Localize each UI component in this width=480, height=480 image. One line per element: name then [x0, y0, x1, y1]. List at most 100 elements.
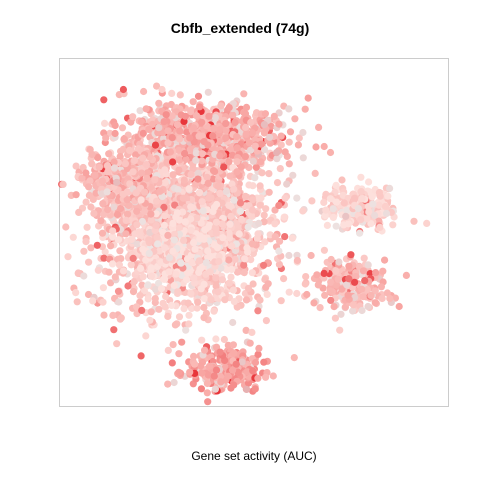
- data-point: [109, 227, 117, 235]
- data-point: [160, 203, 168, 211]
- data-point: [304, 94, 312, 102]
- data-point: [85, 258, 93, 266]
- data-point: [290, 354, 298, 362]
- data-point: [207, 296, 215, 304]
- data-point: [177, 259, 185, 267]
- data-point: [410, 217, 418, 225]
- data-point: [139, 129, 147, 137]
- data-point: [107, 242, 115, 250]
- data-point: [285, 138, 293, 146]
- data-point: [142, 161, 150, 169]
- data-point: [280, 275, 288, 283]
- data-point: [169, 247, 177, 255]
- data-point: [322, 206, 330, 214]
- data-point: [163, 158, 171, 166]
- data-point: [161, 212, 169, 220]
- data-point: [379, 267, 387, 275]
- data-point: [83, 223, 91, 231]
- data-point: [214, 182, 222, 190]
- data-point: [124, 282, 132, 290]
- data-point: [94, 266, 102, 274]
- data-point: [153, 233, 161, 241]
- data-point: [133, 207, 141, 215]
- data-point: [179, 194, 187, 202]
- data-point: [216, 372, 225, 380]
- data-point: [224, 372, 232, 380]
- data-point: [229, 318, 237, 327]
- data-point: [225, 201, 233, 209]
- data-point: [145, 236, 153, 244]
- data-point: [187, 226, 195, 234]
- data-point: [136, 292, 144, 300]
- data-point: [211, 385, 219, 393]
- data-point: [331, 314, 339, 322]
- data-point: [90, 209, 98, 218]
- data-point: [395, 302, 403, 311]
- data-point: [197, 385, 205, 393]
- data-point: [238, 215, 246, 223]
- data-point: [216, 152, 224, 160]
- data-point: [236, 207, 245, 215]
- data-point: [285, 105, 293, 113]
- data-point: [174, 186, 182, 194]
- data-point: [193, 214, 201, 222]
- data-point: [311, 169, 319, 177]
- data-point: [371, 287, 379, 295]
- data-point: [248, 206, 257, 214]
- data-point: [260, 261, 268, 269]
- data-point: [320, 198, 328, 206]
- data-point: [203, 379, 211, 388]
- data-point: [133, 221, 141, 229]
- data-point: [129, 113, 137, 121]
- data-point: [204, 247, 212, 255]
- data-point: [173, 209, 181, 217]
- data-point: [193, 304, 201, 312]
- data-point: [151, 141, 160, 149]
- data-point: [102, 134, 110, 142]
- data-point: [151, 295, 159, 303]
- data-point: [199, 207, 207, 215]
- data-point: [357, 216, 365, 224]
- data-point: [127, 261, 135, 269]
- data-point: [220, 335, 228, 344]
- data-point: [191, 360, 199, 368]
- data-point: [225, 256, 233, 264]
- data-point: [143, 169, 152, 177]
- data-point: [169, 171, 177, 179]
- data-point: [229, 366, 237, 374]
- data-point: [254, 307, 262, 315]
- data-point: [168, 89, 176, 97]
- data-point: [256, 201, 264, 209]
- data-point: [229, 111, 237, 119]
- data-point: [175, 350, 183, 358]
- data-point: [168, 359, 176, 367]
- data-point: [230, 381, 238, 389]
- data-point: [198, 157, 206, 165]
- data-point: [165, 254, 174, 262]
- data-point: [147, 308, 155, 316]
- data-point: [251, 174, 259, 182]
- data-point: [273, 149, 281, 157]
- data-point: [171, 201, 179, 209]
- data-point: [127, 118, 135, 126]
- data-point: [261, 238, 269, 246]
- data-point: [104, 168, 112, 176]
- data-point: [212, 218, 221, 226]
- data-point: [216, 189, 224, 197]
- data-point: [212, 274, 220, 282]
- data-point: [333, 281, 341, 289]
- data-point: [178, 338, 186, 346]
- data-point: [248, 269, 256, 277]
- data-point: [337, 310, 345, 318]
- data-point: [204, 398, 212, 406]
- data-point: [138, 169, 146, 177]
- data-point: [384, 192, 392, 200]
- data-point: [211, 114, 219, 122]
- data-point: [321, 211, 329, 220]
- data-point: [176, 135, 184, 143]
- data-point: [157, 259, 165, 267]
- data-point: [123, 196, 131, 204]
- data-point: [74, 269, 82, 277]
- data-point: [231, 255, 239, 264]
- data-point: [199, 234, 207, 242]
